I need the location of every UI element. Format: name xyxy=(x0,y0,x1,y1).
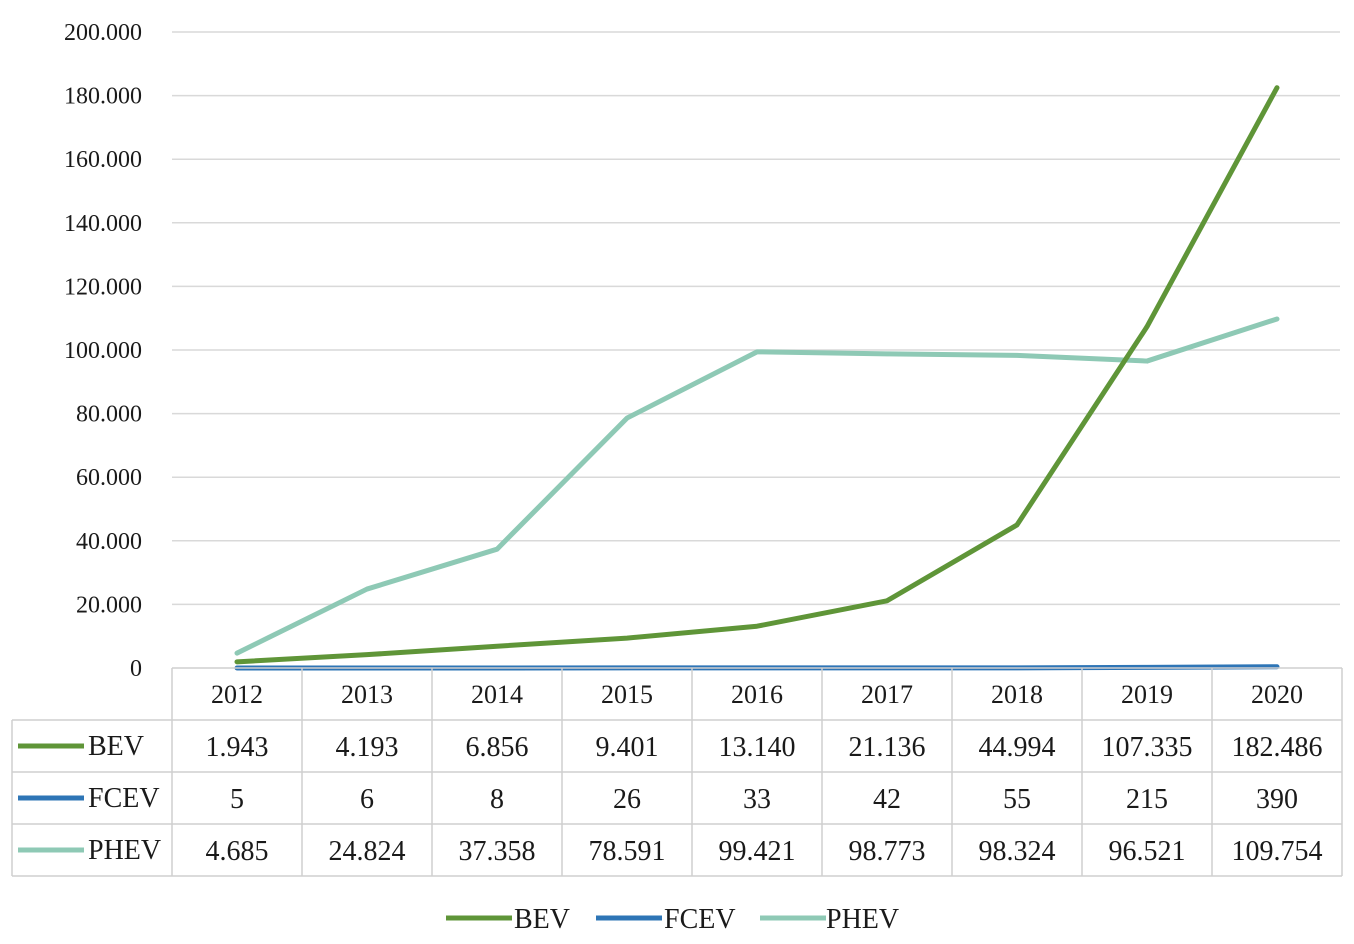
x-category-label: 2014 xyxy=(471,680,523,709)
legend-label: BEV xyxy=(514,904,570,935)
y-tick-label: 20.000 xyxy=(76,592,142,618)
x-category-label: 2016 xyxy=(731,680,783,709)
table-cell: 26 xyxy=(613,784,641,815)
x-category-label: 2017 xyxy=(861,680,913,709)
table-cell: 4.685 xyxy=(206,836,269,867)
y-tick-label: 160.000 xyxy=(64,147,142,173)
table-cell: 98.324 xyxy=(979,836,1056,867)
x-category-label: 2012 xyxy=(211,680,263,709)
table-cell: 8 xyxy=(490,784,504,815)
series-lines xyxy=(234,85,1280,671)
table-cell: 215 xyxy=(1126,784,1168,815)
y-tick-label: 80.000 xyxy=(76,402,142,428)
table-cell: 9.401 xyxy=(596,732,659,763)
y-tick-label: 120.000 xyxy=(64,274,142,300)
table-cell: 42 xyxy=(873,784,901,815)
table-cell: 182.486 xyxy=(1232,732,1323,763)
table-cell: 33 xyxy=(743,784,771,815)
table-cell: 6.856 xyxy=(466,732,529,763)
table-cell: 1.943 xyxy=(206,732,269,763)
y-tick-label: 100.000 xyxy=(64,338,142,364)
table-cell: 390 xyxy=(1256,784,1298,815)
table-cell: 98.773 xyxy=(849,836,926,867)
legend-label: PHEV xyxy=(826,904,899,935)
table-cell: 24.824 xyxy=(329,836,406,867)
table-cell: 5 xyxy=(230,784,244,815)
x-category-label: 2020 xyxy=(1251,680,1303,709)
legend-label: FCEV xyxy=(664,904,736,935)
x-category-label: 2018 xyxy=(991,680,1043,709)
y-axis-ticks: 0 20.000 40.000 60.000 80.000 100.000 120.000 1… xyxy=(64,20,142,682)
x-category-label: 2019 xyxy=(1121,680,1173,709)
y-tick-label: 60.000 xyxy=(76,465,142,491)
table-series-label: BEV xyxy=(88,731,144,762)
table-cell: 107.335 xyxy=(1102,732,1193,763)
series-line-phev xyxy=(234,316,1280,656)
table-cell: 37.358 xyxy=(459,836,536,867)
table-series-label: FCEV xyxy=(88,783,160,814)
table-cell: 78.591 xyxy=(589,836,666,867)
table-cell: 6 xyxy=(360,784,374,815)
y-tick-label: 180.000 xyxy=(64,84,142,110)
data-table: 2012 2013 2014 2015 2016 2017 2018 2019 2020 BEV 1… xyxy=(11,667,1343,877)
table-cell: 96.521 xyxy=(1109,836,1186,867)
table-cell: 55 xyxy=(1003,784,1031,815)
table-cell: 13.140 xyxy=(719,732,796,763)
y-tick-label: 0 xyxy=(130,656,142,682)
series-line-bev xyxy=(234,85,1280,665)
legend: BEV FCEV PHEV xyxy=(446,904,899,935)
gridlines xyxy=(172,31,1340,606)
table-cell: 99.421 xyxy=(719,836,796,867)
x-category-label: 2013 xyxy=(341,680,393,709)
table-series-label: PHEV xyxy=(88,835,161,866)
table-cell: 21.136 xyxy=(849,732,926,763)
x-category-label: 2015 xyxy=(601,680,653,709)
table-cell: 4.193 xyxy=(336,732,399,763)
table-cell: 44.994 xyxy=(979,732,1056,763)
y-tick-label: 40.000 xyxy=(76,529,142,555)
table-cell: 109.754 xyxy=(1232,836,1323,867)
y-tick-label: 200.000 xyxy=(64,20,142,46)
y-tick-label: 140.000 xyxy=(64,211,142,237)
